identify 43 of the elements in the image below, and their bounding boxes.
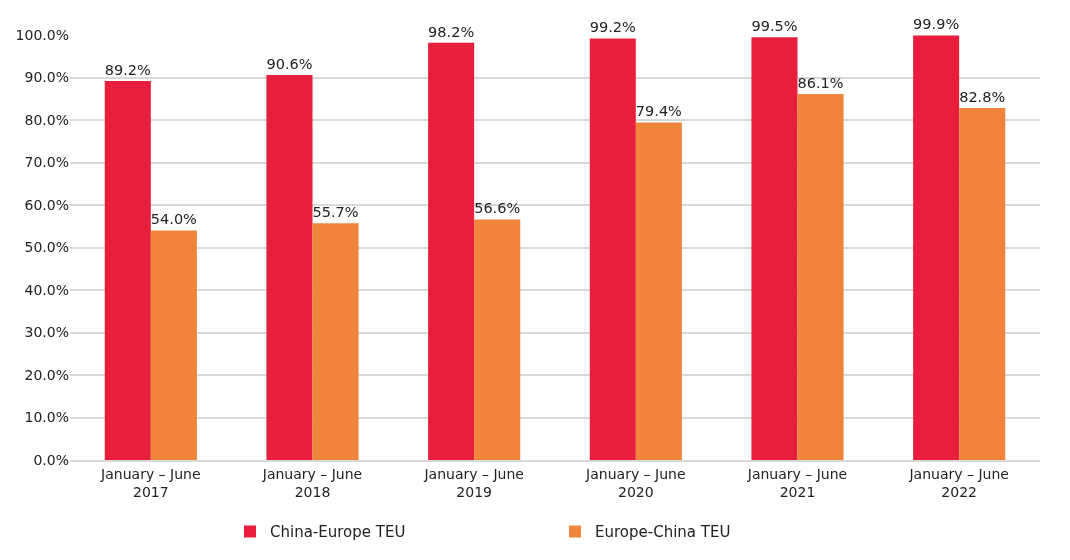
bar <box>797 94 844 460</box>
data-label: 99.2% <box>589 19 636 36</box>
x-tick-label: January – June 2018 <box>261 465 363 500</box>
bar <box>589 38 636 460</box>
y-tick-label: 30.0% <box>24 324 69 341</box>
y-tick-label: 100.0% <box>15 26 69 43</box>
bar <box>635 122 682 460</box>
x-tick-label: January – June 2020 <box>585 465 686 500</box>
legend-label: Europe-China TEU <box>595 523 731 542</box>
bar <box>428 42 475 460</box>
x-tick-label: January – June 2017 <box>100 465 201 500</box>
x-tick-label: January – June 2021 <box>746 465 848 500</box>
y-tick-label: 40.0% <box>24 281 69 298</box>
data-label: 98.2% <box>428 23 475 40</box>
data-label: 90.6% <box>266 55 313 72</box>
data-label: 99.5% <box>751 18 798 35</box>
data-label: 79.4% <box>635 103 682 120</box>
y-tick-label: 70.0% <box>24 154 69 171</box>
y-tick-label: 60.0% <box>24 196 69 213</box>
y-tick-label: 10.0% <box>24 409 69 426</box>
data-label: 54.0% <box>150 211 197 228</box>
data-label: 99.9% <box>913 16 960 33</box>
bar <box>913 35 960 460</box>
bar <box>104 80 151 460</box>
bar <box>474 219 521 460</box>
y-tick-label: 80.0% <box>24 111 69 128</box>
data-label: 86.1% <box>797 75 844 92</box>
data-label: 89.2% <box>104 61 151 78</box>
bar <box>266 74 313 460</box>
x-tick-label: January – June 2019 <box>423 465 524 500</box>
y-tick-label: 90.0% <box>24 69 69 86</box>
data-label: 56.6% <box>474 200 521 217</box>
bar <box>751 37 798 460</box>
bar <box>959 108 1006 460</box>
bar <box>150 230 197 460</box>
y-tick-label: 20.0% <box>24 366 69 383</box>
y-tick-label: 50.0% <box>24 239 69 256</box>
data-label: 82.8% <box>959 89 1006 106</box>
bar <box>312 223 359 460</box>
legend-label: China-Europe TEU <box>270 523 406 542</box>
x-tick-label: January – June 2022 <box>908 465 1009 500</box>
y-tick-label: 0.0% <box>33 451 69 468</box>
data-label: 55.7% <box>312 204 359 221</box>
